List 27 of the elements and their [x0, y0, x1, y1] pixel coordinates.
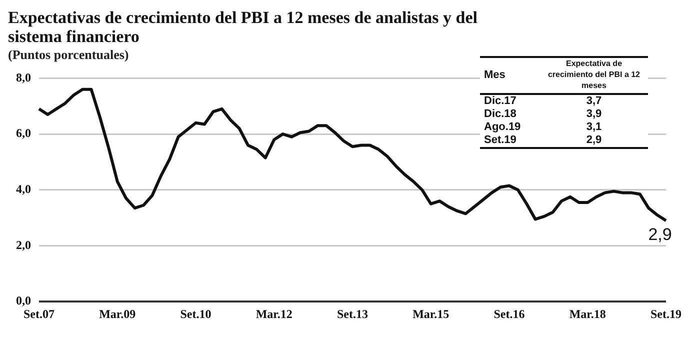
annotation: Dic.17	[483, 94, 518, 108]
x-tick-label: Set.10	[180, 306, 212, 321]
y-tick-label: 4,0	[16, 182, 31, 196]
annotation: Dic.18	[483, 108, 518, 121]
x-tick-label: Set.16	[494, 306, 525, 321]
annotation: 3,7	[585, 94, 603, 108]
annotation: 2,9	[648, 224, 672, 244]
annotation: 3,9	[585, 108, 603, 121]
chart-title: Expectativas de crecimiento del PBI a 12 meses de analistas y del sistema financiero	[8, 8, 479, 46]
annotation: Mes	[483, 68, 506, 83]
annotation: 2,9	[585, 134, 603, 148]
x-tick-label: Mar.18	[569, 306, 606, 321]
annotation: 3,1	[585, 121, 603, 134]
x-tick-label: Set.07	[24, 306, 54, 321]
y-tick-label: 0,0	[16, 294, 31, 308]
x-tick-label: Set.13	[337, 306, 368, 321]
x-tick-label: Mar.12	[256, 306, 292, 321]
y-tick-label: 2,0	[16, 238, 31, 252]
annotation: Expectativa de crecimiento del PBI a 12 meses	[546, 58, 642, 92]
chart-subtitle: (Puntos porcentuales)	[8, 47, 129, 62]
annotation: Set.19	[483, 134, 518, 148]
y-tick-label: 8,0	[16, 70, 31, 84]
annotation: Ago.19	[483, 121, 522, 134]
x-tick-label: Set.19	[650, 306, 682, 321]
x-tick-label: Mar.09	[99, 306, 136, 321]
x-tick-label: Mar.15	[412, 306, 450, 321]
y-tick-label: 6,0	[16, 126, 31, 140]
